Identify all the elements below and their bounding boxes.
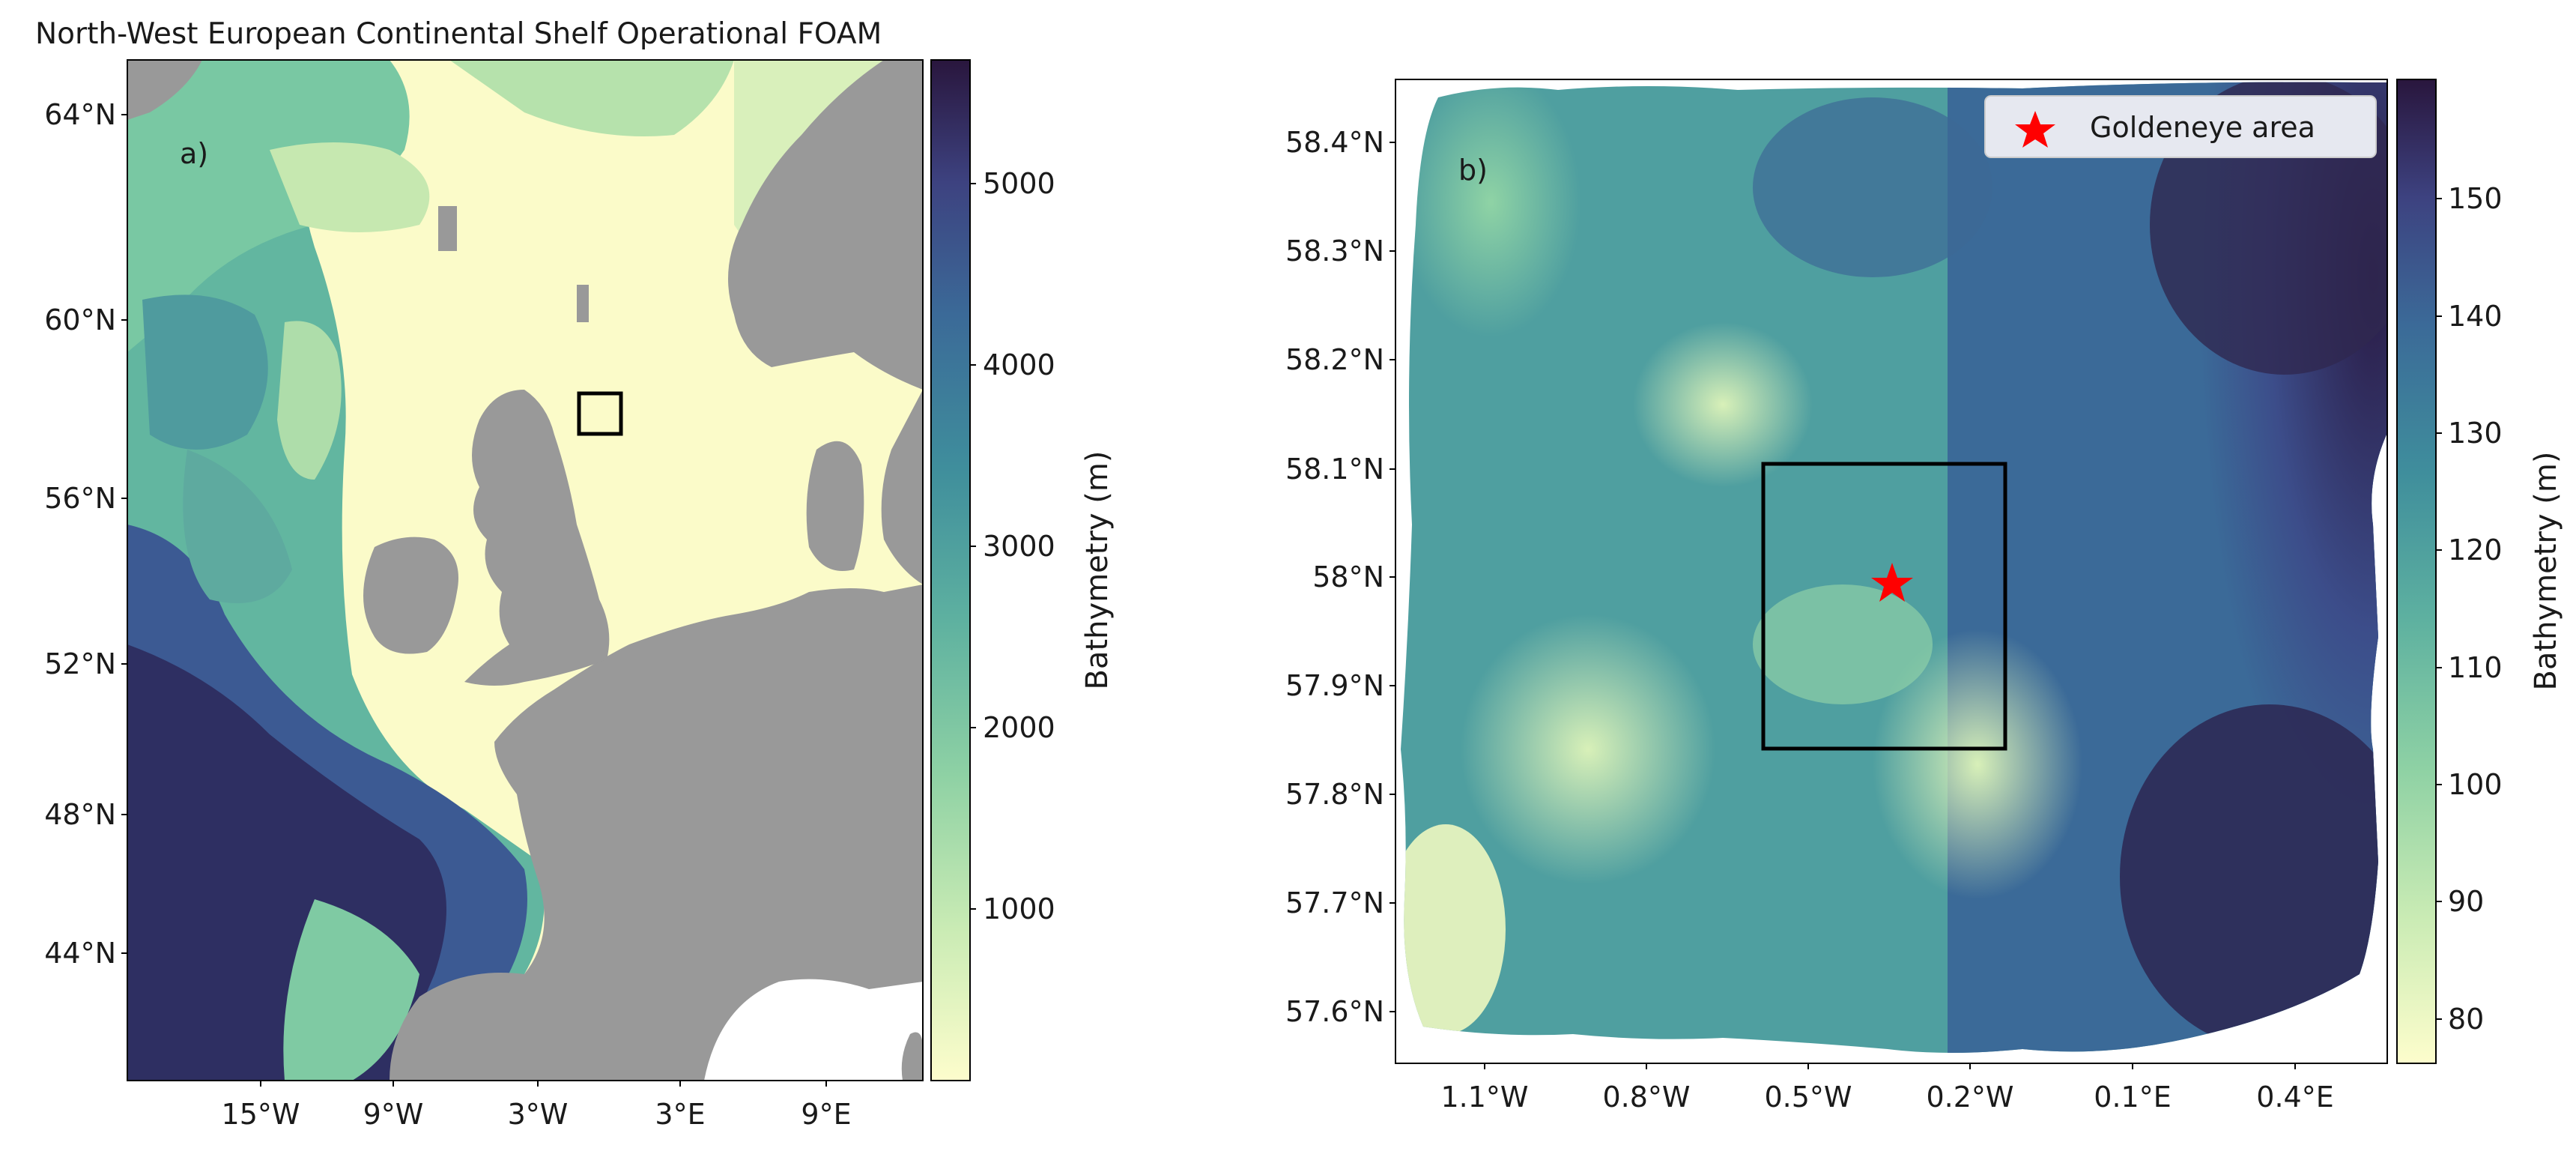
- panel-b-y-tick: 57.9°N: [1285, 669, 1384, 702]
- panel-b-x-tick: 0.8°W: [1602, 1081, 1690, 1114]
- panel-a-colorbar-tick: 5000: [983, 167, 1055, 200]
- panel-b-y-tick: 57.6°N: [1285, 995, 1384, 1028]
- panel-a-y-tick: 52°N: [44, 647, 116, 680]
- panel-b-colorbar-tick: 100: [2448, 768, 2503, 801]
- iceland-land: [127, 60, 202, 120]
- panel-b-x-tick: 1.1°W: [1440, 1081, 1528, 1114]
- panel-a-label: a): [180, 137, 208, 170]
- norway-land: [728, 60, 923, 390]
- panel-b-x-tick: 0.5°W: [1764, 1081, 1852, 1114]
- panel-a-colorbar-tick: 1000: [983, 892, 1055, 925]
- panel-a-colorbar: 5000 4000 3000 2000 1000 Bathymetry (m): [930, 59, 1115, 1081]
- panel-a-colorbar-tick: 4000: [983, 348, 1055, 381]
- panel-b-colorbar-tick: 140: [2448, 300, 2503, 333]
- panel-a-inset-box: [577, 391, 623, 436]
- panel-b-x-tick: 0.1°E: [2094, 1081, 2171, 1114]
- orkney-islands: [577, 285, 589, 322]
- panel-b-y-tick: 58.2°N: [1285, 343, 1384, 376]
- panel-b-y-axis: 58.4°N 58.3°N 58.2°N 58.1°N 58°N 57.9°N …: [1285, 126, 1395, 1028]
- continental-europe-land: [390, 584, 923, 1081]
- shetland-islands: [438, 206, 457, 251]
- panel-a-x-tick: 9°E: [801, 1098, 851, 1131]
- panel-a-y-tick: 44°N: [44, 937, 116, 970]
- panel-a-y-tick: 64°N: [44, 98, 116, 131]
- panel-b-colorbar-tick: 110: [2448, 651, 2503, 684]
- faroe-bank: [270, 142, 430, 232]
- panel-a-x-tick: 3°E: [655, 1098, 705, 1131]
- panel-b-colorbar-ramp: [2396, 79, 2437, 1064]
- panel-a-colorbar-ramp: [930, 59, 971, 1081]
- iceland-faroe-ridge: [127, 60, 410, 352]
- ireland-land: [363, 537, 458, 654]
- panel-a-map: a): [127, 59, 924, 1081]
- bay-of-biscay-slope: [283, 899, 419, 1081]
- panel-a-y-axis: 64°N 60°N 56°N 52°N 48°N 44°N: [44, 98, 127, 970]
- panel-b-x-tick: 0.2°W: [1926, 1081, 2013, 1114]
- panel-b-frame: [1395, 79, 2388, 1064]
- panel-b-colorbar: 150 140 130 120 110 100 90 80 Bathymetry…: [2396, 79, 2563, 1064]
- panel-b-shallow-corner: [1401, 824, 1506, 1034]
- panel-a-y-tick: 60°N: [44, 303, 116, 336]
- panel-b-shallow-south: [1873, 629, 2082, 899]
- panel-a-x-tick: 9°W: [363, 1098, 424, 1131]
- panel-b-y-tick: 58.1°N: [1285, 453, 1384, 486]
- panel-b-legend: Goldeneye area: [1984, 95, 2377, 158]
- legend-label: Goldeneye area: [2090, 111, 2315, 144]
- panel-b-y-tick: 58.4°N: [1285, 126, 1384, 159]
- corsica-land: [901, 1032, 923, 1081]
- panel-a-x-tick: 3°W: [508, 1098, 569, 1131]
- panel-a-colorbar-tick: 3000: [983, 530, 1055, 563]
- legend-star-icon: [2015, 111, 2055, 148]
- panel-b-map: b) Goldeneye area: [1395, 79, 2388, 1064]
- great-britain-land: [464, 390, 610, 686]
- panel-a-x-tick: 15°W: [222, 1098, 300, 1131]
- panel-b-deep-pocket: [2120, 704, 2386, 1049]
- panel-b-y-tick: 58°N: [1312, 561, 1384, 593]
- goldeneye-star-marker: [1871, 563, 1913, 602]
- panel-a-x-axis: 15°W 9°W 3°W 3°E 9°E: [222, 1081, 852, 1131]
- panel-b-x-tick: 0.4°E: [2256, 1081, 2333, 1114]
- denmark-land: [806, 441, 864, 571]
- panel-a-colorbar-tick: 2000: [983, 711, 1055, 744]
- goldeneye-box: [1761, 462, 2007, 751]
- panel-a-y-tick: 56°N: [44, 482, 116, 515]
- panel-b-label: b): [1458, 154, 1488, 187]
- panel-b-shallow-sw: [1461, 614, 1715, 884]
- panel-b-colorbar-label: Bathymetry (m): [2529, 452, 2563, 691]
- porcupine-area: [183, 450, 292, 603]
- figure-title: North-West European Continental Shelf Op…: [35, 17, 882, 51]
- panel-a-frame: [127, 59, 924, 1081]
- legend-box: [1984, 95, 2377, 158]
- panel-b-colorbar-tick: 90: [2448, 885, 2484, 918]
- panel-b-patch: [1753, 584, 1933, 704]
- panel-b-deep-north: [1753, 97, 1992, 277]
- panel-b-y-tick: 58.3°N: [1285, 235, 1384, 268]
- rockall-trough: [142, 294, 268, 450]
- panel-b-shallow-nw: [1401, 82, 1581, 337]
- panel-b-colorbar-tick: 80: [2448, 1003, 2484, 1036]
- panel-b-colorbar-tick: 150: [2448, 182, 2503, 215]
- norwegian-sea-edge: [449, 60, 734, 136]
- panel-a-colorbar-label: Bathymetry (m): [1080, 451, 1115, 690]
- sweden-land: [881, 390, 923, 584]
- panel-b-shallow-bank: [1633, 322, 1813, 487]
- panel-b-y-tick: 57.8°N: [1285, 778, 1384, 811]
- rockall-bank: [277, 321, 342, 480]
- panel-b-colorbar-tick: 130: [2448, 417, 2503, 450]
- panel-b-y-tick: 57.7°N: [1285, 886, 1384, 919]
- panel-b-x-axis: 1.1°W 0.8°W 0.5°W 0.2°W 0.1°E 0.4°E: [1440, 1063, 2334, 1114]
- mediterranean-sea: [704, 979, 923, 1081]
- panel-a-y-tick: 48°N: [44, 798, 116, 831]
- panel-b-colorbar-tick: 120: [2448, 534, 2503, 567]
